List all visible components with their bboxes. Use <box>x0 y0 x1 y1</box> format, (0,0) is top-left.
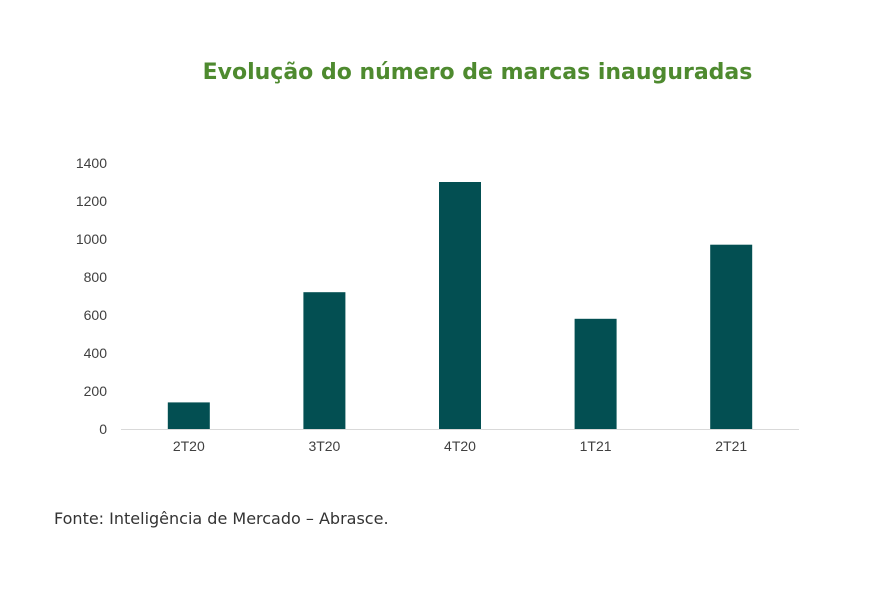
y-tick-label: 1400 <box>76 155 107 171</box>
x-tick-label: 1T21 <box>580 438 612 454</box>
bar-4T20 <box>439 182 481 429</box>
y-tick-label: 200 <box>84 383 108 399</box>
bar-2T21 <box>710 244 753 429</box>
y-tick-label: 1200 <box>76 193 107 209</box>
y-tick-label: 800 <box>84 269 108 285</box>
x-tick-label: 2T21 <box>715 438 747 454</box>
y-tick-label: 400 <box>84 345 108 361</box>
bar-2T20 <box>167 402 210 429</box>
x-tick-label: 3T20 <box>308 438 340 454</box>
y-tick-label: 0 <box>99 421 107 437</box>
bar-1T21 <box>574 318 617 429</box>
x-tick-label: 4T20 <box>444 438 476 454</box>
y-axis-ticks: 0 200 400 600 800 1000 1200 1400 <box>76 155 107 437</box>
x-axis-ticks: 2T20 3T20 4T20 1T21 2T21 <box>173 438 748 454</box>
y-tick-label: 600 <box>84 307 108 323</box>
x-tick-label: 2T20 <box>173 438 205 454</box>
bar-3T20 <box>303 292 346 429</box>
y-tick-label: 1000 <box>76 231 107 247</box>
chart-title: Evolução do número de marcas inauguradas <box>202 60 753 85</box>
bars <box>167 182 753 429</box>
source-note: Fonte: Inteligência de Mercado – Abrasce… <box>54 509 389 528</box>
